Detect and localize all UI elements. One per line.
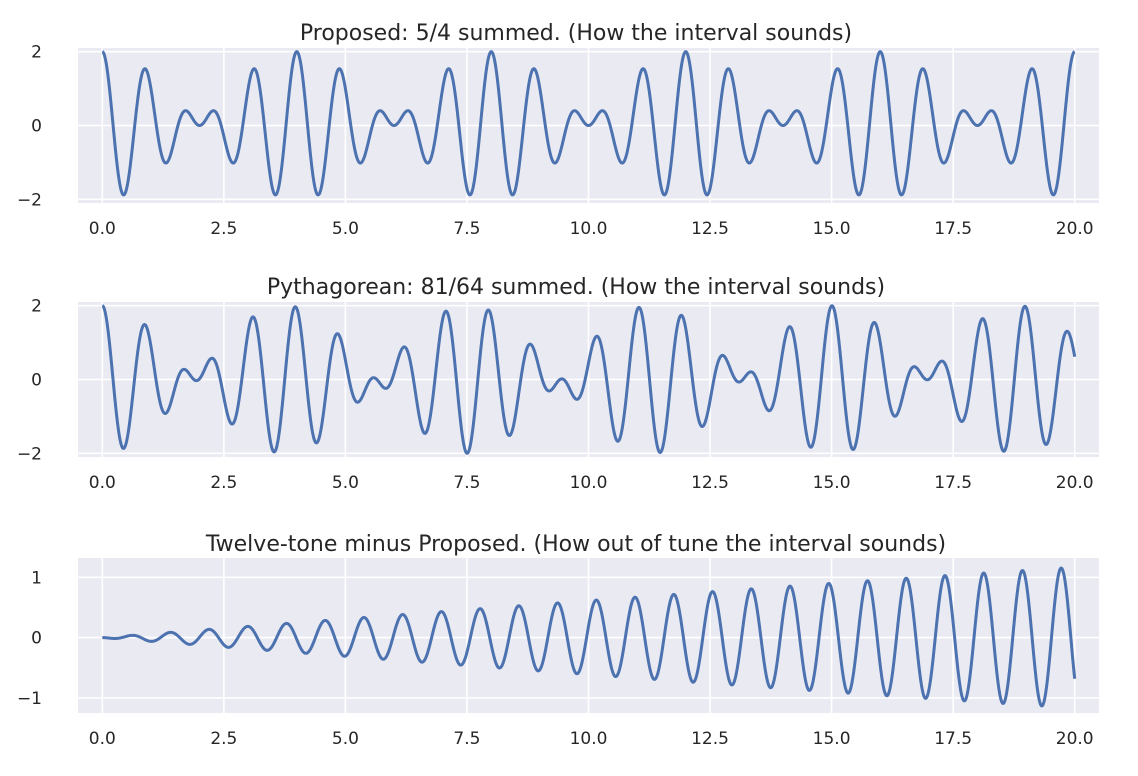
x-tick-label: 0.0 <box>89 729 116 749</box>
x-tick-label: 12.5 <box>691 729 729 749</box>
subplot-title: Pythagorean: 81/64 summed. (How the inte… <box>267 275 885 300</box>
x-tick-label: 0.0 <box>89 473 116 493</box>
y-tick-label: 0 <box>31 117 42 137</box>
y-tick-labels: −2 0 2 <box>17 297 42 465</box>
x-tick-label: 5.0 <box>332 473 359 493</box>
x-tick-label: 12.5 <box>691 219 729 239</box>
y-tick-label: 1 <box>31 568 42 588</box>
x-tick-label: 20.0 <box>1056 729 1094 749</box>
x-tick-label: 17.5 <box>934 729 972 749</box>
y-tick-label: 2 <box>31 297 42 317</box>
x-tick-label: 15.0 <box>813 473 851 493</box>
x-tick-label: 5.0 <box>332 219 359 239</box>
x-tick-label: 10.0 <box>570 219 608 239</box>
x-tick-label: 0.0 <box>89 219 116 239</box>
x-tick-label: 5.0 <box>332 729 359 749</box>
x-tick-label: 15.0 <box>813 729 851 749</box>
subplot-proposed: 0.0 2.5 5.0 7.5 10.0 12.5 15.0 17.5 20.0 −2 0 2 Pr… <box>17 21 1099 239</box>
series-line <box>101 566 1077 708</box>
x-tick-label: 17.5 <box>934 473 972 493</box>
x-tick-labels: 0.0 2.5 5.0 7.5 10.0 12.5 15.0 17.5 20.0 <box>89 473 1094 493</box>
series-line <box>101 304 1077 455</box>
y-tick-labels: −1 0 1 <box>17 568 42 709</box>
y-tick-label: 2 <box>31 43 42 63</box>
x-tick-label: 12.5 <box>691 473 729 493</box>
subplot-difference: 0.0 2.5 5.0 7.5 10.0 12.5 15.0 17.5 20.0 −1 0 1 Tw… <box>17 532 1099 749</box>
subplot-pythagorean: 0.0 2.5 5.0 7.5 10.0 12.5 15.0 17.5 20.0 −2 0 2 Py… <box>17 275 1099 493</box>
y-tick-labels: −2 0 2 <box>17 43 42 211</box>
x-tick-label: 20.0 <box>1056 473 1094 493</box>
subplot-title: Proposed: 5/4 summed. (How the interval … <box>300 21 852 46</box>
x-tick-label: 7.5 <box>453 729 480 749</box>
series-line <box>101 50 1076 197</box>
gridlines <box>78 558 1099 713</box>
x-tick-label: 10.0 <box>570 729 608 749</box>
x-tick-label: 2.5 <box>210 219 237 239</box>
y-tick-label: 0 <box>31 629 42 649</box>
x-tick-label: 20.0 <box>1056 219 1094 239</box>
x-tick-labels: 0.0 2.5 5.0 7.5 10.0 12.5 15.0 17.5 20.0 <box>89 729 1094 749</box>
x-tick-label: 7.5 <box>453 473 480 493</box>
y-tick-label: −1 <box>17 689 42 709</box>
y-tick-label: 0 <box>31 371 42 391</box>
x-tick-label: 2.5 <box>210 473 237 493</box>
x-tick-label: 15.0 <box>813 219 851 239</box>
x-tick-label: 7.5 <box>453 219 480 239</box>
subplot-title: Twelve-tone minus Proposed. (How out of … <box>205 532 946 557</box>
x-tick-labels: 0.0 2.5 5.0 7.5 10.0 12.5 15.0 17.5 20.0 <box>89 219 1094 239</box>
y-tick-label: −2 <box>17 190 42 210</box>
gridlines <box>78 302 1099 457</box>
x-tick-label: 10.0 <box>570 473 608 493</box>
y-tick-label: −2 <box>17 444 42 464</box>
x-tick-label: 2.5 <box>210 729 237 749</box>
x-tick-label: 17.5 <box>934 219 972 239</box>
